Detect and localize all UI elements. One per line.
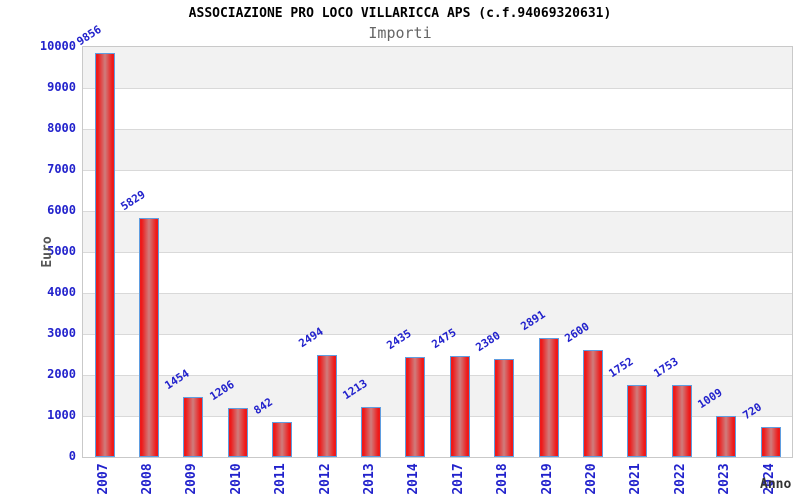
x-tick-label: 2019 [539,463,555,495]
x-tick-label: 2011 [273,463,289,495]
y-tick-label: 2000 [47,367,76,381]
bar [449,355,470,457]
bar [360,407,381,457]
gridline [83,293,792,294]
gridline [83,416,792,417]
grid-band [83,170,792,211]
grid-band [83,293,792,334]
x-axis-title: Anno [760,477,792,492]
bar [538,338,559,457]
gridline [83,211,792,212]
y-axis-title: Euro [40,236,55,268]
y-tick-label: 3000 [47,326,76,340]
gridline [83,375,792,376]
x-tick-label: 2014 [406,463,422,495]
grid-band [83,88,792,129]
chart-title: ASSOCIAZIONE PRO LOCO VILLARICCA APS (c.… [188,6,612,21]
x-tick-label: 2022 [672,463,688,495]
x-tick-label: 2007 [95,463,111,495]
gridline [83,129,792,130]
y-tick-label: 8000 [47,121,76,135]
bar [138,218,159,457]
x-tick-label: 2009 [184,463,200,495]
chart-subtitle: Importi [368,24,432,42]
grid-band [83,129,792,170]
y-tick-label: 10000 [39,39,76,53]
bar [760,427,781,457]
plot-area [82,46,793,458]
x-tick-label: 2010 [228,463,244,495]
gridline [83,88,792,89]
y-tick-label: 4000 [47,285,76,299]
y-tick-label: 9000 [47,80,76,94]
y-tick-label: 7000 [47,162,76,176]
y-tick-label: 1000 [47,408,76,422]
grid-band [83,211,792,252]
bar [582,350,603,457]
grid-band [83,47,792,88]
gridline [83,334,792,335]
bar [183,397,204,457]
bar [316,354,337,457]
bar [405,357,426,457]
bar [494,359,515,457]
y-tick-label: 5000 [47,244,76,258]
grid-band [83,334,792,375]
gridline [83,252,792,253]
bar [671,385,692,457]
x-tick-label: 2018 [495,463,511,495]
x-tick-label: 2012 [317,463,333,495]
bar [627,385,648,457]
x-tick-label: 2021 [628,463,644,495]
x-tick-label: 2020 [583,463,599,495]
bar [272,422,293,457]
bar [94,52,115,457]
y-tick-label: 6000 [47,203,76,217]
y-tick-label: 0 [68,449,76,463]
bar [716,415,737,457]
x-tick-label: 2017 [450,463,466,495]
x-tick-label: 2008 [139,463,155,495]
grid-band [83,252,792,293]
x-tick-label: 2023 [717,463,733,495]
gridline [83,170,792,171]
bar [227,407,248,457]
x-tick-label: 2013 [361,463,377,495]
